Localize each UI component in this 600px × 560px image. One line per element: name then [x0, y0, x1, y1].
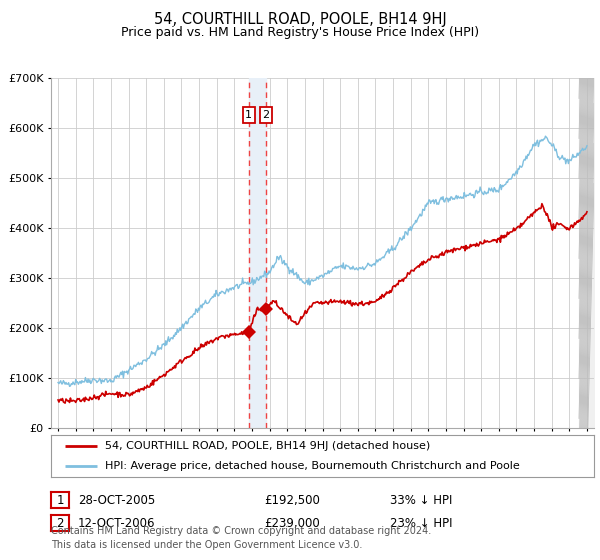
Text: 33% ↓ HPI: 33% ↓ HPI: [390, 493, 452, 507]
Text: 1: 1: [56, 493, 64, 507]
Text: Price paid vs. HM Land Registry's House Price Index (HPI): Price paid vs. HM Land Registry's House …: [121, 26, 479, 39]
Text: 1: 1: [245, 110, 253, 120]
Bar: [249, 78, 266, 428]
Text: Contains HM Land Registry data © Crown copyright and database right 2024.
This d: Contains HM Land Registry data © Crown c…: [51, 526, 431, 550]
Text: £239,000: £239,000: [264, 516, 320, 530]
Text: 23% ↓ HPI: 23% ↓ HPI: [390, 516, 452, 530]
Text: 28-OCT-2005: 28-OCT-2005: [78, 493, 155, 507]
Text: 54, COURTHILL ROAD, POOLE, BH14 9HJ (detached house): 54, COURTHILL ROAD, POOLE, BH14 9HJ (det…: [106, 441, 431, 451]
Text: 54, COURTHILL ROAD, POOLE, BH14 9HJ: 54, COURTHILL ROAD, POOLE, BH14 9HJ: [154, 12, 446, 27]
Text: 2: 2: [56, 516, 64, 530]
Text: £192,500: £192,500: [264, 493, 320, 507]
Text: 12-OCT-2006: 12-OCT-2006: [78, 516, 155, 530]
Text: HPI: Average price, detached house, Bournemouth Christchurch and Poole: HPI: Average price, detached house, Bour…: [106, 461, 520, 471]
Text: 2: 2: [262, 110, 269, 120]
